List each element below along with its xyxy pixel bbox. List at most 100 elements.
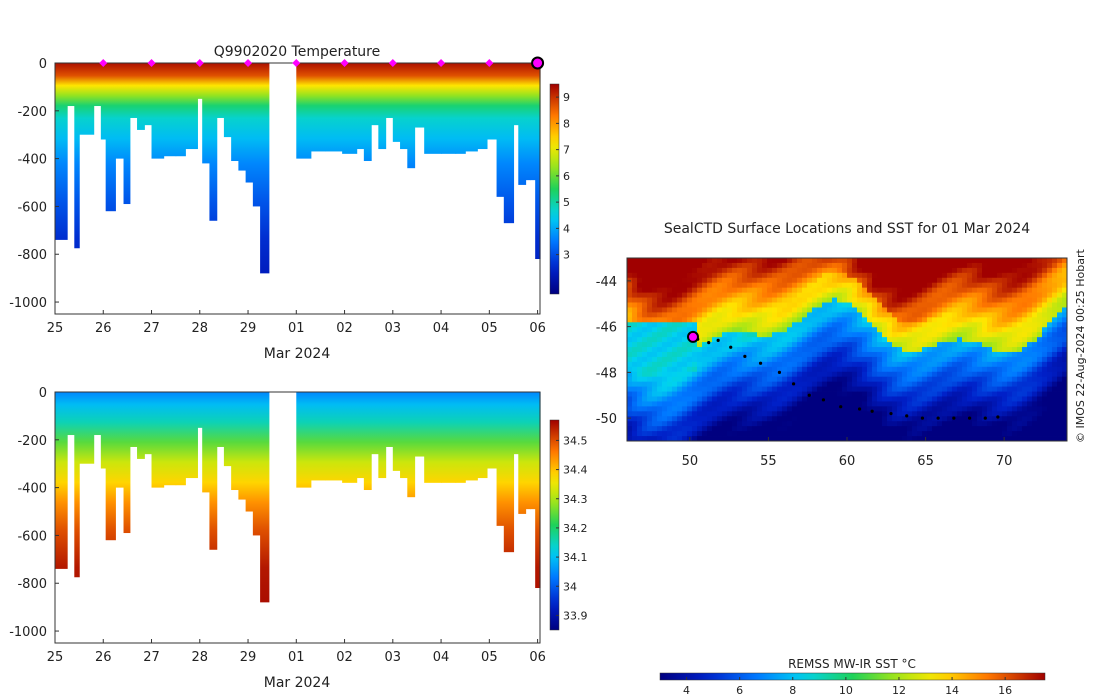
sst-cell bbox=[757, 317, 763, 323]
sst-cell bbox=[722, 307, 728, 313]
sst-cell bbox=[1057, 302, 1063, 308]
sst-cell bbox=[707, 381, 713, 387]
sst-cell bbox=[677, 262, 683, 269]
sst-cell bbox=[772, 258, 778, 264]
sst-cell bbox=[932, 366, 938, 373]
sst-cell bbox=[672, 272, 678, 279]
sst-cell bbox=[762, 416, 768, 422]
sst-cell bbox=[952, 267, 958, 274]
sst-cell bbox=[932, 376, 938, 383]
sst-cell bbox=[667, 267, 673, 274]
sst-cell bbox=[762, 342, 768, 348]
sst-cell bbox=[767, 421, 773, 427]
sst-cell bbox=[632, 292, 638, 298]
sst-cell bbox=[942, 272, 948, 279]
sst-cell bbox=[737, 327, 743, 333]
sst-cell bbox=[1017, 356, 1023, 363]
sst-cell bbox=[697, 381, 703, 387]
sst-cell bbox=[957, 371, 963, 378]
sst-cell bbox=[827, 282, 833, 289]
sst-cell bbox=[697, 337, 703, 343]
sst-cell bbox=[1037, 312, 1043, 318]
sst-cell bbox=[942, 376, 948, 383]
sst-cell bbox=[1002, 297, 1008, 303]
sst-cell bbox=[647, 267, 653, 274]
sst-cell bbox=[787, 312, 793, 318]
sst-cell bbox=[937, 302, 943, 308]
sst-cell bbox=[1002, 411, 1008, 417]
sst-cell bbox=[907, 332, 913, 338]
sst-cell bbox=[1007, 436, 1013, 442]
sst-cell bbox=[1057, 371, 1063, 378]
sst-cell bbox=[812, 277, 818, 284]
sst-cell bbox=[972, 302, 978, 308]
profile-column bbox=[209, 392, 218, 550]
sst-cell bbox=[1027, 282, 1033, 289]
sst-cell bbox=[1027, 317, 1033, 323]
sst-cell bbox=[992, 272, 998, 279]
sst-cell bbox=[667, 406, 673, 412]
sst-cell bbox=[872, 292, 878, 298]
sst-cell bbox=[837, 386, 843, 392]
sst-cell bbox=[687, 351, 693, 358]
sst-cell bbox=[807, 401, 813, 407]
sst-cell bbox=[897, 371, 903, 378]
profile-column bbox=[93, 392, 102, 436]
sst-cell bbox=[837, 436, 843, 442]
sst-cell bbox=[947, 272, 953, 279]
profile-column bbox=[414, 392, 425, 457]
sst-cell bbox=[732, 436, 738, 442]
colorbar-tick-label: 4 bbox=[563, 222, 570, 235]
sst-cell bbox=[732, 426, 738, 432]
sst-cell bbox=[872, 347, 878, 353]
sst-cell bbox=[977, 381, 983, 387]
sst-cell bbox=[662, 322, 668, 328]
sst-cell bbox=[977, 327, 983, 333]
sst-cell bbox=[882, 347, 888, 353]
sst-cell bbox=[1007, 396, 1013, 402]
sst-cell bbox=[637, 347, 643, 353]
sst-cell bbox=[732, 381, 738, 387]
sst-cell bbox=[867, 431, 873, 437]
sst-cell bbox=[892, 426, 898, 432]
sst-cell bbox=[997, 371, 1003, 378]
sst-cell bbox=[877, 356, 883, 363]
sst-cell bbox=[872, 406, 878, 412]
sst-cell bbox=[897, 302, 903, 308]
sst-cell bbox=[982, 361, 988, 368]
sst-cell bbox=[912, 337, 918, 343]
sst-cell bbox=[822, 406, 828, 412]
sst-cell bbox=[837, 267, 843, 274]
sst-cell bbox=[967, 421, 973, 427]
sst-cell bbox=[722, 292, 728, 298]
sst-cell bbox=[1047, 262, 1053, 269]
sst-cell bbox=[992, 421, 998, 427]
sst-cell bbox=[767, 258, 773, 264]
temperature-title: Q9902020 Temperature bbox=[214, 44, 381, 60]
sst-cell bbox=[972, 351, 978, 358]
sst-cell bbox=[707, 267, 713, 274]
sst-cell bbox=[737, 361, 743, 368]
sst-cell bbox=[997, 282, 1003, 289]
sst-cell bbox=[722, 411, 728, 417]
sst-cell bbox=[967, 361, 973, 368]
sst-cell bbox=[767, 436, 773, 442]
sst-cell bbox=[932, 411, 938, 417]
sst-cell bbox=[812, 297, 818, 303]
sst-cell bbox=[847, 431, 853, 437]
sst-cell bbox=[917, 411, 923, 417]
sst-cell bbox=[757, 262, 763, 269]
sst-cell bbox=[917, 361, 923, 368]
sst-cell bbox=[897, 416, 903, 422]
sst-cell bbox=[972, 307, 978, 313]
sst-cell bbox=[877, 332, 883, 338]
sst-cell bbox=[872, 361, 878, 368]
sst-cell bbox=[807, 342, 813, 348]
sst-cell bbox=[817, 322, 823, 328]
sst-cell bbox=[1012, 361, 1018, 368]
sst-cell bbox=[722, 337, 728, 343]
sst-cell bbox=[757, 307, 763, 313]
sst-cell bbox=[682, 347, 688, 353]
sst-cell bbox=[822, 292, 828, 298]
sst-cell bbox=[822, 277, 828, 284]
